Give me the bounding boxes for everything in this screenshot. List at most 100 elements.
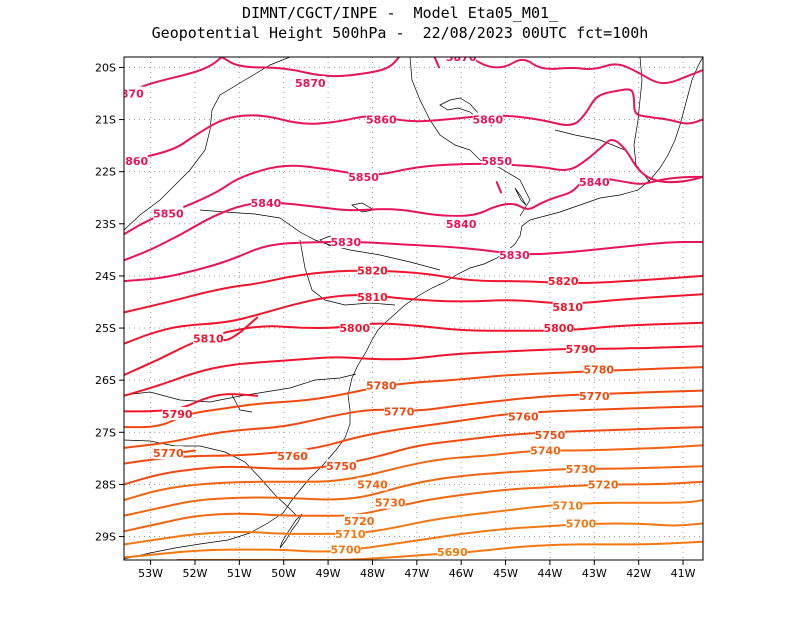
contour-label-bg: [534, 427, 565, 441]
lat-tick-label: 24S: [95, 270, 116, 283]
contour-label-5750: 5750: [535, 429, 566, 442]
contour-label-bg: [579, 388, 610, 402]
contour-5690: [176, 540, 703, 560]
contour-label-5700: 5700: [331, 544, 362, 557]
contour-label-5830: 5830: [499, 249, 530, 262]
contour-label-5770: 5770: [384, 405, 415, 418]
contour-label-5850: 5850: [348, 171, 379, 184]
lat-tick-label: 28S: [95, 478, 116, 491]
contour-5740: [124, 444, 703, 502]
state-border: [409, 57, 531, 217]
contour-label-5730: 5730: [566, 463, 597, 476]
contour-label-5850: 5850: [481, 155, 512, 168]
contour-label-bg: [375, 495, 406, 509]
contour-label-bg: [446, 57, 477, 63]
contour-label-bg: [552, 498, 583, 512]
contour-5860: [124, 88, 703, 163]
state-border: [633, 57, 643, 166]
contour-labels: 5870 5870 5870 5860 5860 5860 5850 5850 5850 5840…: [113, 51, 619, 559]
contour-label-5740: 5740: [357, 478, 388, 491]
lon-tick-label: 43W: [582, 567, 607, 580]
lat-tick-label: 21S: [95, 114, 116, 127]
state-border: [231, 394, 253, 413]
contour-label-bg: [565, 516, 596, 530]
contour-label-bg: [579, 175, 610, 189]
map-title-line-1: DIMNT/CGCT/INPE - Model Eta05_M01_: [241, 4, 559, 22]
lon-tick-label: 48W: [360, 567, 385, 580]
contour-label-bg: [193, 331, 224, 345]
contour-label-bg: [357, 289, 388, 303]
contour-label-5820: 5820: [357, 265, 388, 278]
axis-ticks: 53W 52W 51W 50W 49W 48W 47W 46W 45W 44W 43W 42W 41W 2…: [95, 61, 696, 580]
reservoir: [439, 97, 493, 127]
state-border: [299, 239, 396, 306]
lat-tick-label: 20S: [95, 61, 116, 74]
contour-label-bg: [330, 542, 361, 556]
lat-tick-label: 25S: [95, 322, 116, 335]
contour-label-bg: [335, 526, 366, 540]
contour-label-5700: 5700: [566, 518, 597, 531]
contour-5790: [124, 345, 703, 397]
contour-5840: [495, 181, 503, 194]
contour-label-bg: [339, 321, 370, 335]
state-border: [124, 373, 357, 403]
contour-label-5770: 5770: [579, 390, 610, 403]
lat-tick-label: 23S: [95, 218, 116, 231]
lon-tick-label: 42W: [626, 567, 651, 580]
contour-label-bg: [552, 300, 583, 314]
contour-label-bg: [295, 76, 326, 90]
contour-5730: [124, 465, 703, 517]
lon-tick-label: 49W: [316, 567, 341, 580]
contour-label-bg: [384, 404, 415, 418]
contour-label-5810: 5810: [357, 291, 388, 304]
map-title-line-2: Geopotential Height 500hPa - 22/08/2023 …: [151, 24, 649, 42]
contour-5700: [124, 522, 703, 559]
contour-label-5820: 5820: [548, 275, 579, 288]
contour-label-bg: [326, 459, 357, 473]
lat-tick-label: 27S: [95, 426, 116, 439]
contour-5810: [216, 316, 259, 342]
contour-label-bg: [543, 321, 574, 335]
state-border: [554, 129, 651, 183]
contour-label-bg: [446, 216, 477, 230]
contour-5870: [469, 57, 703, 85]
contour-5820: [124, 269, 703, 314]
contour-label-bg: [277, 448, 308, 462]
contour-label-bg: [124, 86, 144, 100]
contour-label-5780: 5780: [366, 379, 397, 392]
contour-label-5800: 5800: [543, 322, 574, 335]
contour-label-bg: [565, 461, 596, 475]
contour-label-bg: [530, 443, 561, 457]
contour-label-5870: 5870: [113, 87, 144, 100]
contour-label-5730: 5730: [375, 497, 406, 510]
contour-label-5870: 5870: [446, 51, 477, 64]
coastline: [124, 57, 703, 560]
contour-label-5710: 5710: [335, 528, 366, 541]
contour-label-bg: [124, 154, 148, 168]
contour-label-bg: [348, 169, 379, 183]
contour-5810: [124, 293, 703, 345]
contour-5870: [433, 57, 440, 69]
contour-label-bg: [162, 407, 193, 421]
contour-label-5860: 5860: [473, 114, 504, 127]
map-frame: [123, 56, 704, 561]
lon-tick-label: 41W: [671, 567, 696, 580]
lon-tick-label: 44W: [537, 567, 562, 580]
contour-label-bg: [357, 263, 388, 277]
contour-label-5760: 5760: [277, 450, 308, 463]
contour-label-bg: [548, 274, 579, 288]
contour-label-5720: 5720: [344, 515, 375, 528]
contour-5770: [124, 389, 703, 449]
contour-label-bg: [481, 154, 512, 168]
contour-5790: [124, 393, 259, 413]
contour-label-bg: [366, 112, 397, 126]
contour-label-5780: 5780: [583, 364, 614, 377]
contour-label-bg: [472, 112, 503, 126]
state-border: [329, 244, 441, 271]
contour-label-5690: 5690: [437, 546, 468, 559]
lat-tick-label: 22S: [95, 166, 116, 179]
contour-label-bg: [499, 248, 530, 262]
contour-label-bg: [153, 206, 184, 220]
contour-label-bg: [357, 477, 388, 491]
